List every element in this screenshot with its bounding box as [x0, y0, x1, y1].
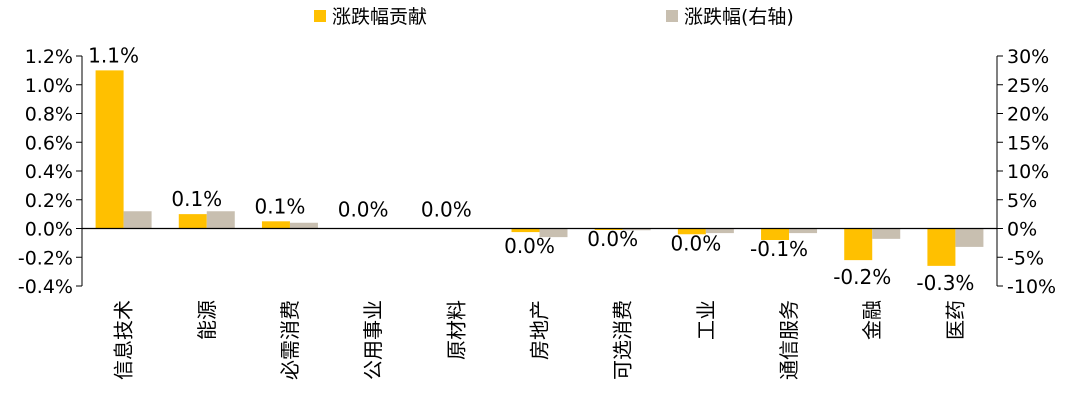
bar-change [872, 228, 901, 239]
left-tick-label: -0.2% [18, 247, 73, 269]
bar-change [539, 228, 568, 238]
data-label: 0.0% [670, 231, 721, 255]
category-label: 公用事业 [361, 300, 385, 380]
data-label: 0.1% [171, 187, 222, 211]
data-labels: 1.1% 0.1% 0.1% 0.0% 0.0% 0.0% 0.0% 0.0% -0.1% -0.… [88, 43, 974, 295]
right-tick-label: 20% [1007, 104, 1049, 126]
right-tick-label: -10% [1007, 276, 1056, 298]
right-tick-label: 0% [1007, 219, 1037, 241]
data-label: 0.1% [255, 194, 306, 218]
legend-swatch-contribution [314, 10, 326, 22]
bar-change [622, 228, 651, 231]
category-label: 必需消费 [278, 300, 302, 380]
bar-change [289, 222, 318, 229]
right-tick-label: 10% [1007, 161, 1049, 183]
data-label: -0.1% [750, 237, 808, 261]
legend-label-change: 涨跌幅(右轴) [684, 6, 794, 28]
left-tick-label: -0.4% [18, 276, 73, 298]
left-tick-label: 0.0% [25, 219, 73, 241]
left-tick-label: 0.2% [25, 190, 73, 212]
bars [95, 70, 984, 266]
category-label: 医药 [943, 300, 967, 340]
category-label: 金融 [860, 300, 884, 340]
data-label: -0.2% [833, 265, 891, 289]
legend-label-contribution: 涨跌幅贡献 [332, 6, 427, 28]
data-label: -0.3% [916, 271, 974, 295]
bar-contribution [761, 228, 790, 240]
category-label: 能源 [195, 300, 219, 340]
data-label: 0.0% [587, 227, 638, 251]
bar-contribution [844, 228, 873, 261]
bar-contribution [594, 228, 623, 230]
category-label: 可选消费 [611, 300, 635, 380]
right-tick-label: 25% [1007, 75, 1049, 97]
data-label: 0.0% [338, 198, 389, 222]
left-tick-label: 0.6% [25, 132, 73, 154]
bar-change [789, 228, 818, 234]
right-tick-label: 30% [1007, 46, 1049, 68]
bar-contribution [95, 70, 124, 229]
category-label: 房地产 [528, 300, 552, 360]
bar-change [123, 211, 152, 229]
bar-contribution [261, 221, 290, 229]
right-tick-label: -5% [1007, 247, 1044, 269]
right-axis: 30% 25% 20% 15% 10% 5% 0% -5% -10% [996, 46, 1056, 298]
left-axis: 1.2% 1.0% 0.8% 0.6% 0.4% 0.2% 0.0% -0.2% -0.4% [18, 46, 83, 298]
right-tick-label: 15% [1007, 132, 1049, 154]
left-tick-label: 1.0% [25, 75, 73, 97]
category-label: 工业 [694, 300, 718, 340]
left-tick-label: 0.4% [25, 161, 73, 183]
bar-contribution [677, 228, 706, 235]
data-label: 0.0% [421, 198, 472, 222]
bar-contribution [178, 214, 207, 229]
category-label: 通信服务 [777, 300, 801, 380]
legend: 涨跌幅贡献 涨跌幅(右轴) [314, 6, 794, 28]
right-tick-label: 5% [1007, 190, 1037, 212]
category-label: 原材料 [444, 300, 468, 360]
bar-contribution [511, 228, 540, 233]
bar-change [955, 228, 984, 247]
left-tick-label: 0.8% [25, 104, 73, 126]
left-tick-label: 1.2% [25, 46, 73, 68]
bar-change [206, 211, 235, 229]
bar-contribution [927, 228, 956, 266]
category-labels: 信息技术 能源 必需消费 公用事业 原材料 房地产 可选消费 工业 通信服务 金融 医药 [112, 300, 968, 380]
category-label: 信息技术 [112, 300, 136, 380]
data-label: 0.0% [504, 234, 555, 258]
bar-change [705, 228, 734, 234]
data-label: 1.1% [88, 43, 139, 67]
legend-swatch-change [666, 10, 678, 22]
